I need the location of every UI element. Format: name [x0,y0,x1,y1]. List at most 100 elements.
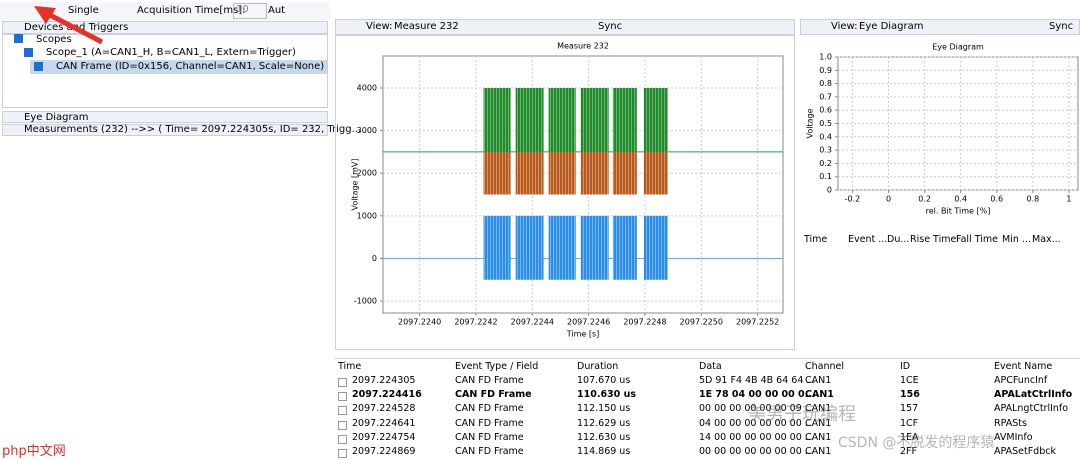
y-tick-label: 1000 [357,211,377,220]
watermark: php中文网 [2,440,66,459]
tree-node[interactable]: CAN Frame (ID=0x156, Channel=CAN1, Scale… [56,61,324,72]
chart-title: Eye Diagram [932,43,984,52]
table-cell: 2097.224528 [352,403,415,414]
y-tick-label: -1000 [354,297,377,306]
y-tick-label: 0.8 [819,79,832,88]
column-header: Time [338,361,361,372]
x-tick-label: 2097.2240 [398,318,441,327]
x-tick-label: 2097.2248 [623,318,666,327]
table-cell: APALngtCtrlInfo [994,403,1068,414]
column-header: Event Type / Field [455,361,538,372]
signal-band [644,216,668,280]
watermark: CSDN @不脱发的程序猿 [838,432,994,452]
column-header: Fall Time [956,234,998,245]
signal-band [581,88,609,152]
sync-button[interactable]: Sync [598,21,622,32]
y-tick-label: 4000 [357,83,377,92]
expand-icon[interactable] [338,378,347,387]
table-cell: 107.670 us [577,375,630,386]
scope-chart: Measure 2322097.22402097.22422097.224420… [335,35,795,350]
signal-band [516,88,544,152]
table-cell: 112.630 us [577,432,630,443]
table-cell: CAN FD Frame [455,389,532,400]
y-tick-label: 0.3 [819,146,832,155]
eye-table-header: TimeEvent ...Du...Rise TimeFall TimeMin … [800,232,1080,248]
table-cell: APALatCtrlInfo [994,389,1072,400]
view-label: View: [366,21,393,32]
y-tick-label: 0.7 [819,92,832,101]
y-tick-label: 3000 [357,126,377,135]
y-tick-label: 0.4 [819,132,832,141]
signal-band [644,88,668,152]
table-cell: 5D 91 F4 4B 4B 64 64 ... [699,375,815,386]
chart-title: Measure 232 [557,42,609,51]
y-tick-label: 0.9 [819,66,832,75]
view-select[interactable]: Eye Diagram [859,21,924,32]
signal-band [484,216,511,280]
x-axis-label: Time [s] [566,330,600,339]
signal-band [549,152,576,195]
table-cell: 2097.224305 [352,375,415,386]
y-tick-label: 0.2 [819,159,832,168]
column-header: Du... [887,234,909,245]
table-cell: CAN FD Frame [455,375,524,386]
expand-icon[interactable] [338,421,347,430]
checkbox[interactable] [34,62,43,71]
table-cell: RPASts [994,418,1027,429]
y-tick-label: 0.5 [819,119,832,128]
x-tick-label: 2097.2242 [454,318,497,327]
y-tick-label: 0.6 [819,106,832,115]
y-tick-label: 2000 [357,169,377,178]
x-tick-label: -0.2 [845,195,861,204]
column-header: Time [804,234,827,245]
table-cell: 156 [900,389,920,400]
section-title[interactable]: Eye Diagram [24,112,89,123]
signal-band [581,152,609,195]
expand-icon[interactable] [338,406,347,415]
table-cell: CAN1 [805,389,834,400]
signal-band [484,88,511,152]
table-cell: 157 [900,403,918,414]
signal-band [613,216,637,280]
expand-icon[interactable] [338,435,347,444]
x-tick-label: 0.8 [1027,195,1040,204]
column-header: Duration [577,361,618,372]
table-cell: CAN FD Frame [455,432,524,443]
y-axis-label: Voltage [806,108,815,138]
table-cell: 00 00 00 00 00 00 00 ... [699,446,814,457]
acq-input[interactable]: 10 [233,3,267,19]
sync-button[interactable]: Sync [1049,21,1073,32]
x-tick-label: 1 [1066,195,1071,204]
view-select[interactable]: Measure 232 [394,21,459,32]
x-tick-label: 0.6 [990,195,1003,204]
table-cell: 114.869 us [577,446,630,457]
column-header: Data [699,361,722,372]
x-tick-label: 2097.2246 [567,318,610,327]
y-tick-label: 0.1 [819,172,832,181]
signal-band [549,88,576,152]
view-label: View: [831,21,858,32]
column-header: Event ... [848,234,887,245]
column-header: Channel [805,361,844,372]
section-title[interactable]: Measurements (232) -->> ( Time= 2097.224… [24,124,361,135]
y-tick-label: 1.0 [819,53,832,62]
expand-icon[interactable] [338,392,347,401]
signal-band [484,152,511,195]
y-tick-label: 0 [827,186,832,195]
table-cell: 2097.224641 [352,418,415,429]
signal-band [581,216,609,280]
table-cell: APCFuncInf [994,375,1047,386]
auto-select[interactable]: Aut [268,5,285,16]
eye-chart: Eye Diagram-0.200.20.40.60.8100.10.20.30… [800,35,1080,225]
table-cell: CAN1 [805,375,831,386]
signal-band [516,216,544,280]
table-cell: APASetFdbck [994,446,1056,457]
signal-band [549,216,576,280]
x-tick-label: 2097.2252 [736,318,779,327]
table-cell: 1E 78 04 00 00 00 0... [699,389,815,400]
x-tick-label: 0 [886,195,891,204]
table-cell: 1CE [900,375,919,386]
expand-icon[interactable] [338,449,347,458]
table-cell: 2097.224754 [352,432,415,443]
